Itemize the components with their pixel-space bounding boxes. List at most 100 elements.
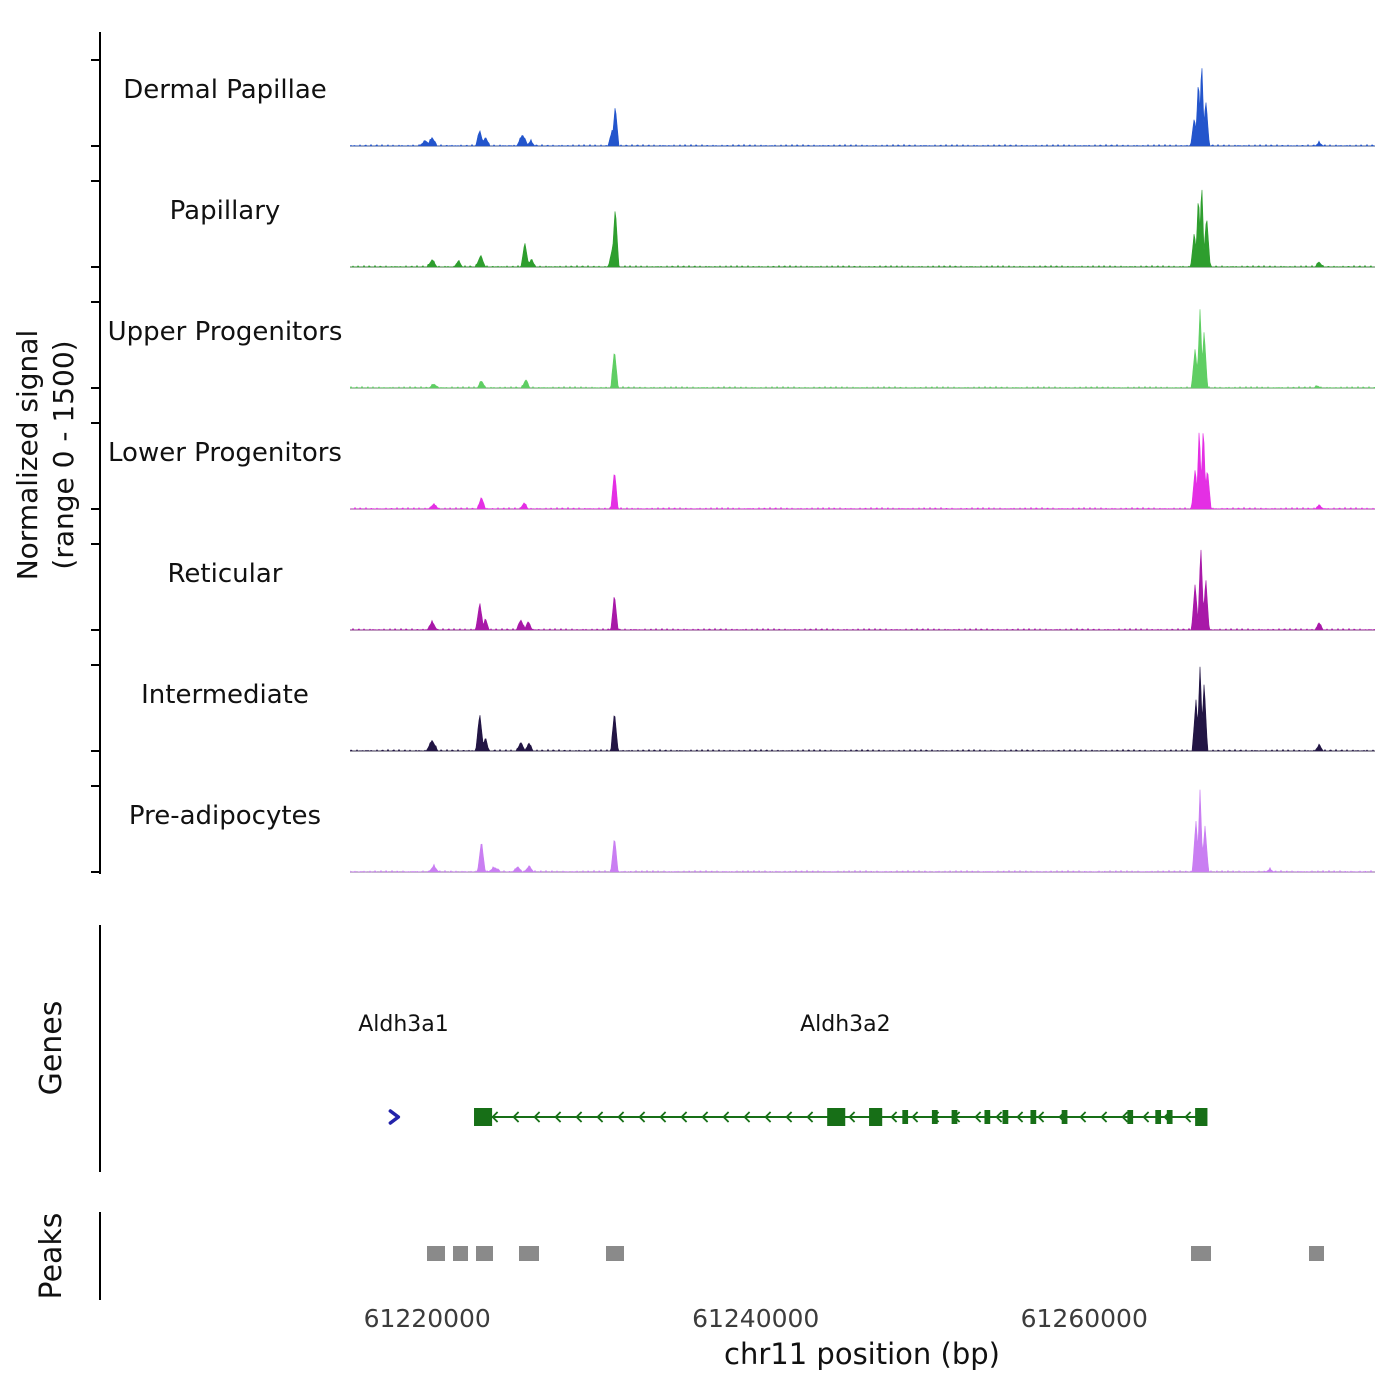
signal-area-pre-adipocytes xyxy=(350,789,1375,873)
gene-strand-arrow xyxy=(512,1111,520,1123)
x-tick-label: 61220000 xyxy=(363,1304,491,1333)
signal-axis-tick xyxy=(91,180,100,182)
signal-area-lower-progenitors xyxy=(350,432,1375,510)
signal-track-dermal-papillae xyxy=(350,68,1375,147)
signal-axis-tick xyxy=(91,266,100,268)
gene-exon xyxy=(1127,1110,1134,1124)
genes-section-label: Genes xyxy=(34,1000,69,1096)
gene-strand-arrow xyxy=(1037,1111,1045,1123)
signal-area-upper-progenitors xyxy=(350,309,1375,389)
signal-axis-tick xyxy=(91,785,100,787)
signal-track-intermediate xyxy=(350,666,1375,752)
signal-axis-tick xyxy=(91,422,100,424)
peak-box xyxy=(427,1246,446,1261)
gene-exon xyxy=(931,1110,938,1124)
gene-exon xyxy=(951,1110,958,1124)
x-tick-label: 61240000 xyxy=(692,1304,820,1333)
gene-exon xyxy=(1195,1108,1204,1126)
gene-exon xyxy=(869,1108,883,1126)
signal-axis-tick xyxy=(91,59,100,61)
gene-strand-arrow xyxy=(785,1111,793,1123)
track-label-upper-progenitors: Upper Progenitors xyxy=(107,317,343,347)
gene-exon xyxy=(1061,1110,1068,1124)
gene-label-aldh3a2: Aldh3a2 xyxy=(800,1012,891,1037)
peaks-axis-line xyxy=(99,1212,101,1300)
track-label-papillary: Papillary xyxy=(169,196,281,226)
peak-box xyxy=(453,1246,469,1261)
gene-strand-arrow xyxy=(533,1111,541,1123)
signal-track-upper-progenitors xyxy=(350,309,1375,389)
gene-strand-arrow xyxy=(806,1111,814,1123)
gene-exon xyxy=(1030,1110,1037,1124)
gene-strand-arrow xyxy=(491,1111,499,1123)
gene-strand-arrow xyxy=(890,1111,898,1123)
peak-box xyxy=(519,1246,539,1261)
gene-strand-arrow xyxy=(1142,1111,1150,1123)
gene-strand-arrow xyxy=(701,1111,709,1123)
gene-exon xyxy=(827,1108,846,1126)
gene-strand-arrow xyxy=(680,1111,688,1123)
x-axis-label: chr11 position (bp) xyxy=(724,1337,1000,1371)
gene-strand-arrow xyxy=(995,1111,1003,1123)
y-axis-label-line2: (range 0 - 1500) xyxy=(47,340,80,570)
gene-strand-arrow xyxy=(1016,1111,1024,1123)
genes-axis-line xyxy=(99,925,101,1172)
gene-strand-arrow xyxy=(554,1111,562,1123)
signal-axis-tick xyxy=(91,750,100,752)
signal-area-papillary xyxy=(350,189,1375,268)
signal-track-reticular xyxy=(350,549,1375,631)
peaks-section-label: Peaks xyxy=(34,1212,69,1300)
peak-box xyxy=(606,1246,625,1261)
gene-strand-arrow xyxy=(575,1111,583,1123)
y-axis-label: Normalized signal (range 0 - 1500) xyxy=(10,235,82,675)
signal-axis-tick xyxy=(91,508,100,510)
signal-axis-tick xyxy=(91,871,100,873)
signal-axis-tick xyxy=(91,387,100,389)
peak-box xyxy=(1191,1246,1211,1261)
signal-area-intermediate xyxy=(350,666,1375,752)
y-axis-label-line1: Normalized signal xyxy=(11,329,44,581)
signal-area-reticular xyxy=(350,549,1375,631)
gene-strand-arrow xyxy=(1100,1111,1108,1123)
gene-exon xyxy=(474,1108,493,1126)
signal-axis-tick xyxy=(91,543,100,545)
gene-strand-arrow xyxy=(638,1111,646,1123)
signal-axis-line xyxy=(99,32,101,874)
gene-model-track xyxy=(388,1108,1208,1126)
gene-exon xyxy=(1002,1110,1009,1124)
signal-axis-tick xyxy=(91,664,100,666)
signal-track-lower-progenitors xyxy=(350,432,1375,510)
signal-track-papillary xyxy=(350,189,1375,268)
signal-axis-tick xyxy=(91,301,100,303)
gene-strand-arrow xyxy=(659,1111,667,1123)
track-label-pre-adipocytes: Pre-adipocytes xyxy=(128,801,322,831)
gene-strand-arrow xyxy=(848,1111,856,1123)
gene-exon xyxy=(1155,1110,1162,1124)
signal-area-dermal-papillae xyxy=(350,68,1375,147)
gene-exon xyxy=(902,1110,909,1124)
gene-strand-marker-aldh3a1 xyxy=(388,1109,401,1125)
signal-axis-tick xyxy=(91,145,100,147)
gene-strand-arrow xyxy=(1079,1111,1087,1123)
x-tick-label: 61260000 xyxy=(1020,1304,1148,1333)
gene-strand-arrow xyxy=(764,1111,772,1123)
gene-strand-arrow xyxy=(1184,1111,1192,1123)
gene-strand-arrow xyxy=(617,1111,625,1123)
gene-strand-arrow xyxy=(596,1111,604,1123)
signal-track-pre-adipocytes xyxy=(350,789,1375,873)
gene-label-aldh3a1: Aldh3a1 xyxy=(358,1012,449,1037)
signal-axis-tick xyxy=(91,629,100,631)
track-label-intermediate: Intermediate xyxy=(141,680,309,710)
gene-strand-arrow xyxy=(722,1111,730,1123)
gene-strand-arrow xyxy=(911,1111,919,1123)
track-label-dermal-papillae: Dermal Papillae xyxy=(123,75,327,105)
gene-strand-arrow xyxy=(1121,1111,1129,1123)
gene-strand-arrow xyxy=(974,1111,982,1123)
peak-box xyxy=(476,1246,493,1261)
gene-exon xyxy=(1166,1110,1173,1124)
gene-exon xyxy=(1202,1108,1208,1126)
track-label-reticular: Reticular xyxy=(167,559,283,589)
gene-exon xyxy=(984,1110,991,1124)
gene-strand-arrow xyxy=(743,1111,751,1123)
